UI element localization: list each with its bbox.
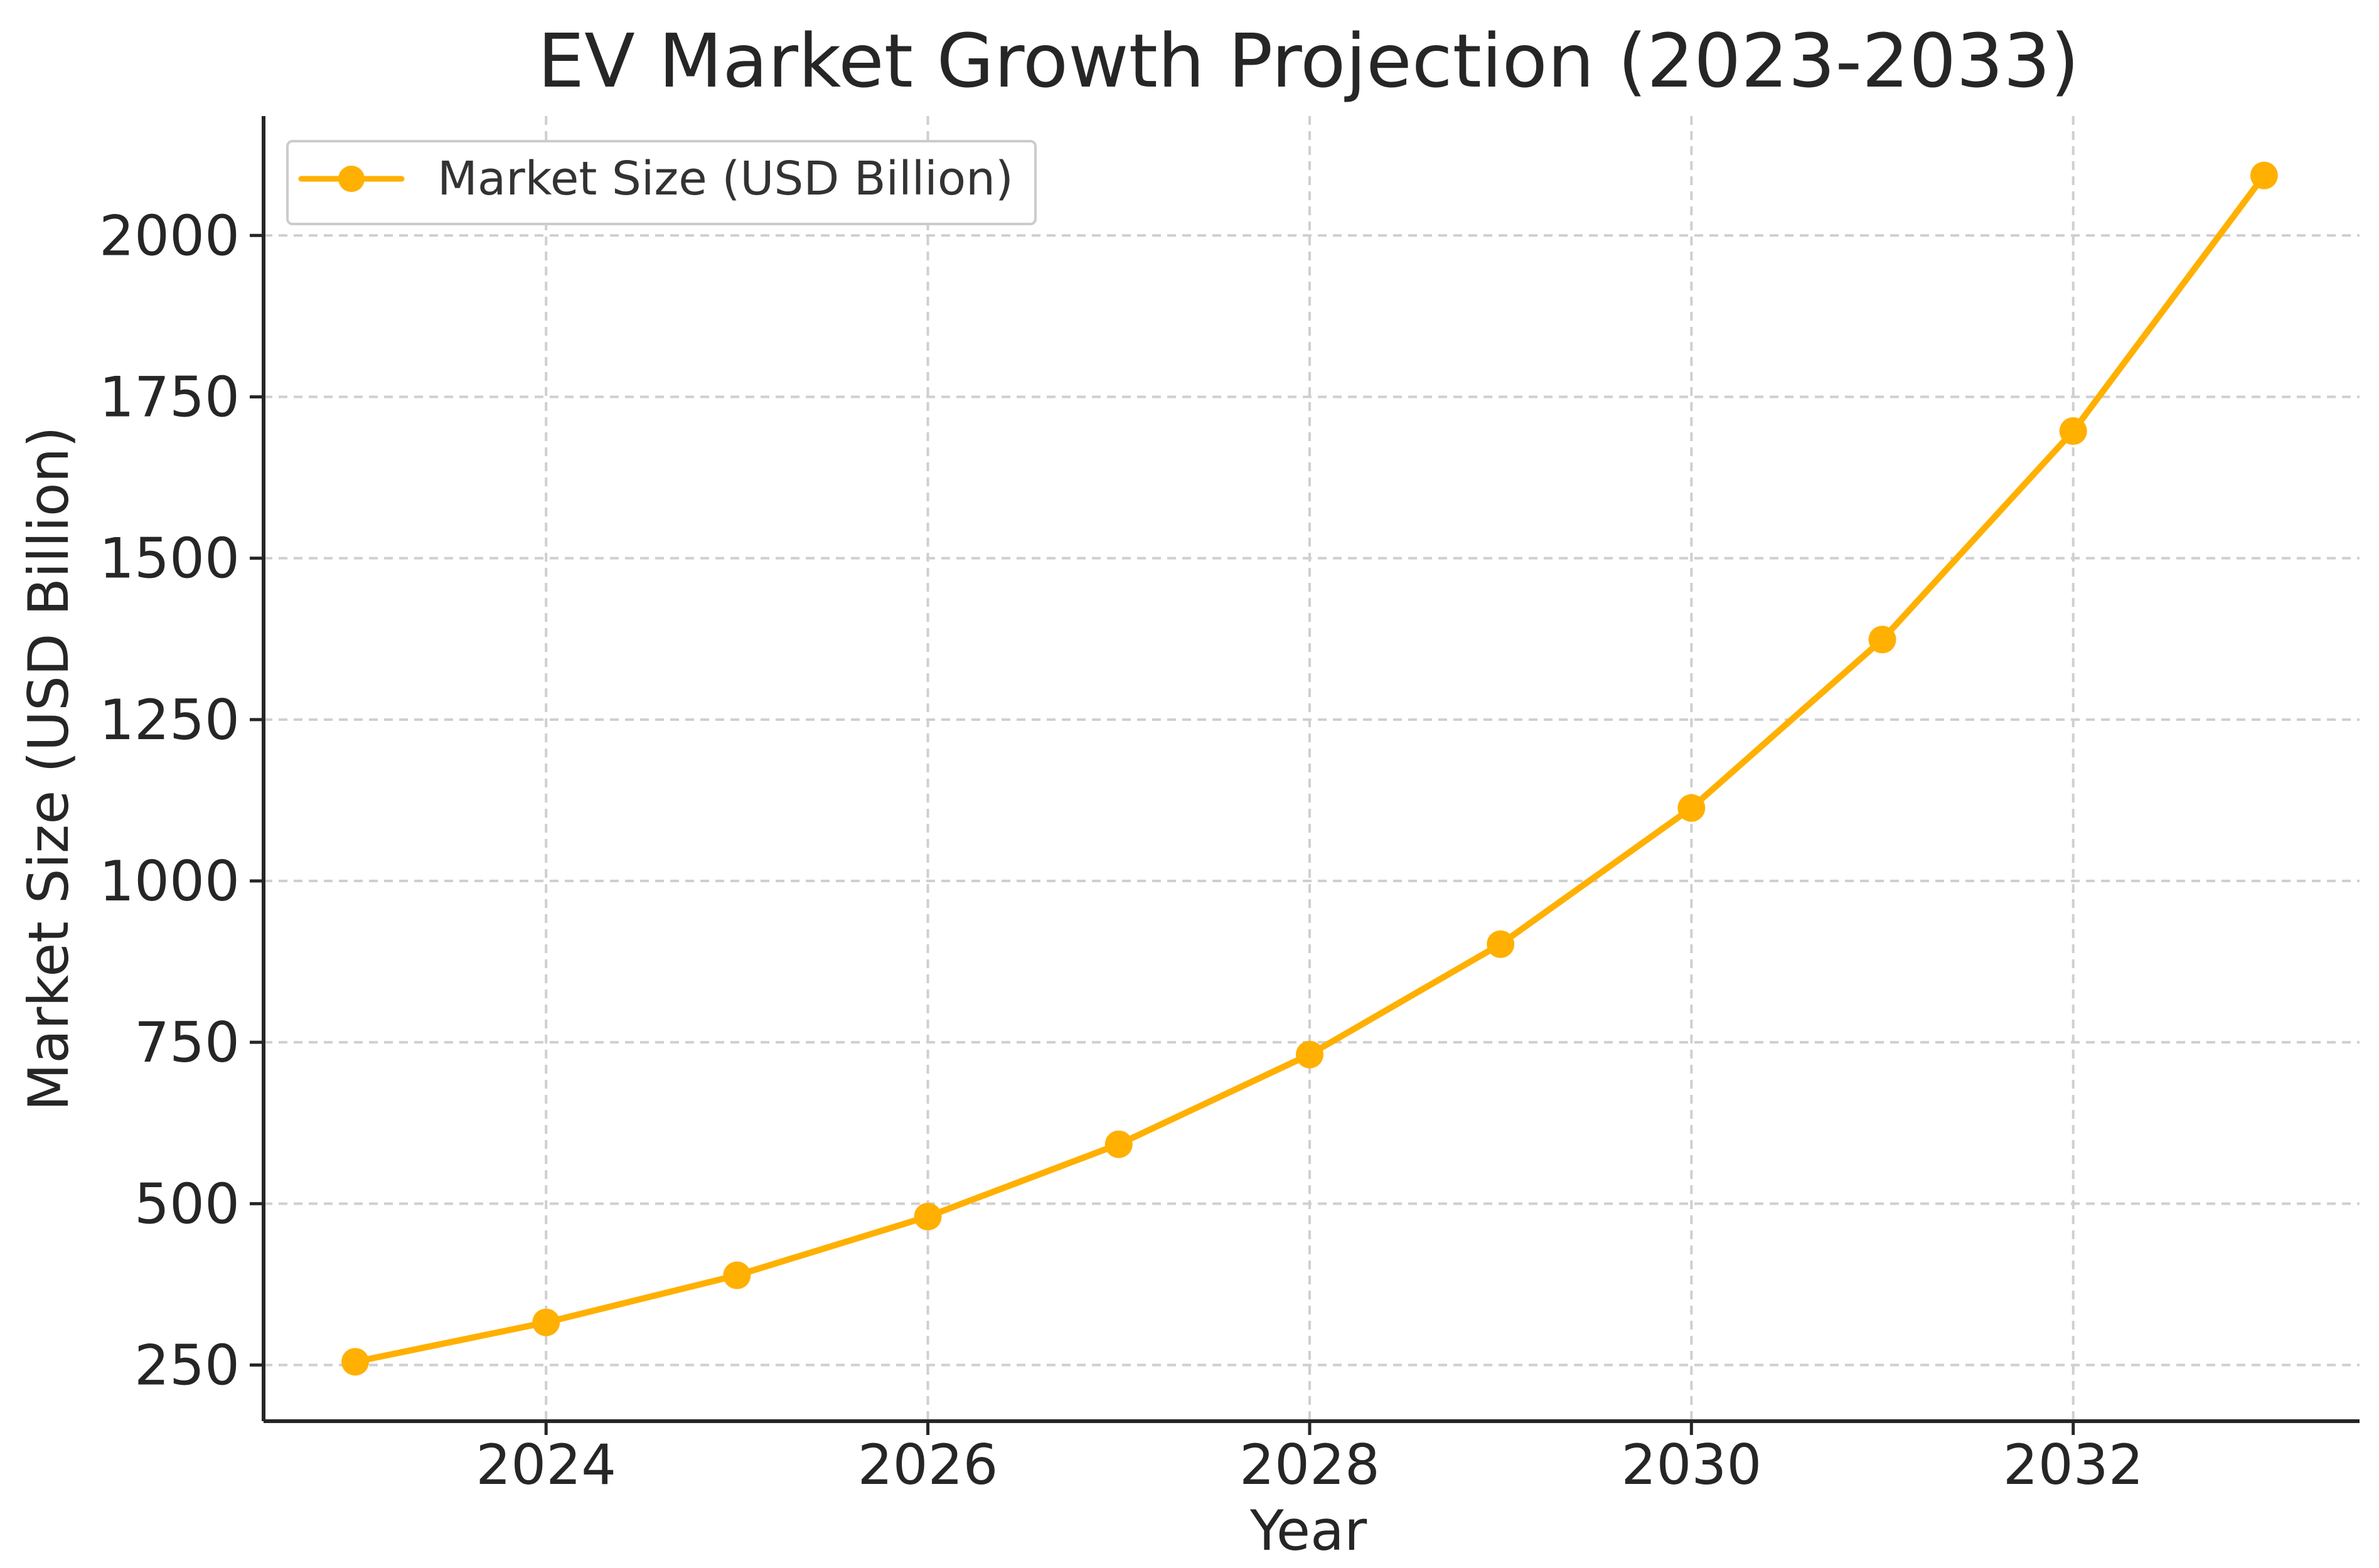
y-tick-label: 500 [134, 1171, 240, 1236]
data-point [914, 1202, 942, 1230]
y-axis-label: Market Size (USD Billion) [16, 426, 81, 1111]
data-point [1295, 1040, 1323, 1069]
data-point [532, 1308, 560, 1336]
data-point [2250, 161, 2278, 189]
x-tick-label: 2032 [2003, 1432, 2144, 1497]
data-point [1487, 930, 1515, 958]
data-point [341, 1348, 370, 1376]
x-tick-label: 2026 [858, 1432, 998, 1497]
data-point [1868, 626, 1896, 654]
axes [250, 116, 2360, 1435]
legend: Market Size (USD Billion) [286, 140, 1037, 225]
data-point [723, 1261, 751, 1289]
series-layer [341, 161, 2278, 1376]
chart-title: EV Market Growth Projection (2023-2033) [538, 18, 2080, 104]
y-tick-label: 750 [134, 1010, 240, 1075]
tick-labels: 2024 2026 2028 2030 2032 250 500 750 1000 1250 150… [99, 203, 2144, 1497]
y-tick-label: 1750 [99, 365, 240, 429]
y-tick-label: 1250 [99, 688, 240, 752]
y-tick-label: 250 [134, 1333, 240, 1398]
legend-marker-swatch [338, 166, 365, 192]
data-point [2059, 417, 2087, 445]
x-tick-label: 2028 [1239, 1432, 1380, 1497]
legend-box [286, 140, 1037, 225]
legend-entry-label: Market Size (USD Billion) [437, 152, 1013, 206]
x-tick-label: 2030 [1621, 1432, 1762, 1497]
x-tick-label: 2024 [476, 1432, 616, 1497]
x-axis-label: Year [1249, 1498, 1367, 1563]
y-tick-label: 1500 [99, 526, 240, 591]
y-tick-label: 1000 [99, 849, 240, 914]
data-point [1677, 794, 1706, 822]
y-tick-label: 2000 [99, 203, 240, 268]
data-point [1104, 1130, 1133, 1158]
